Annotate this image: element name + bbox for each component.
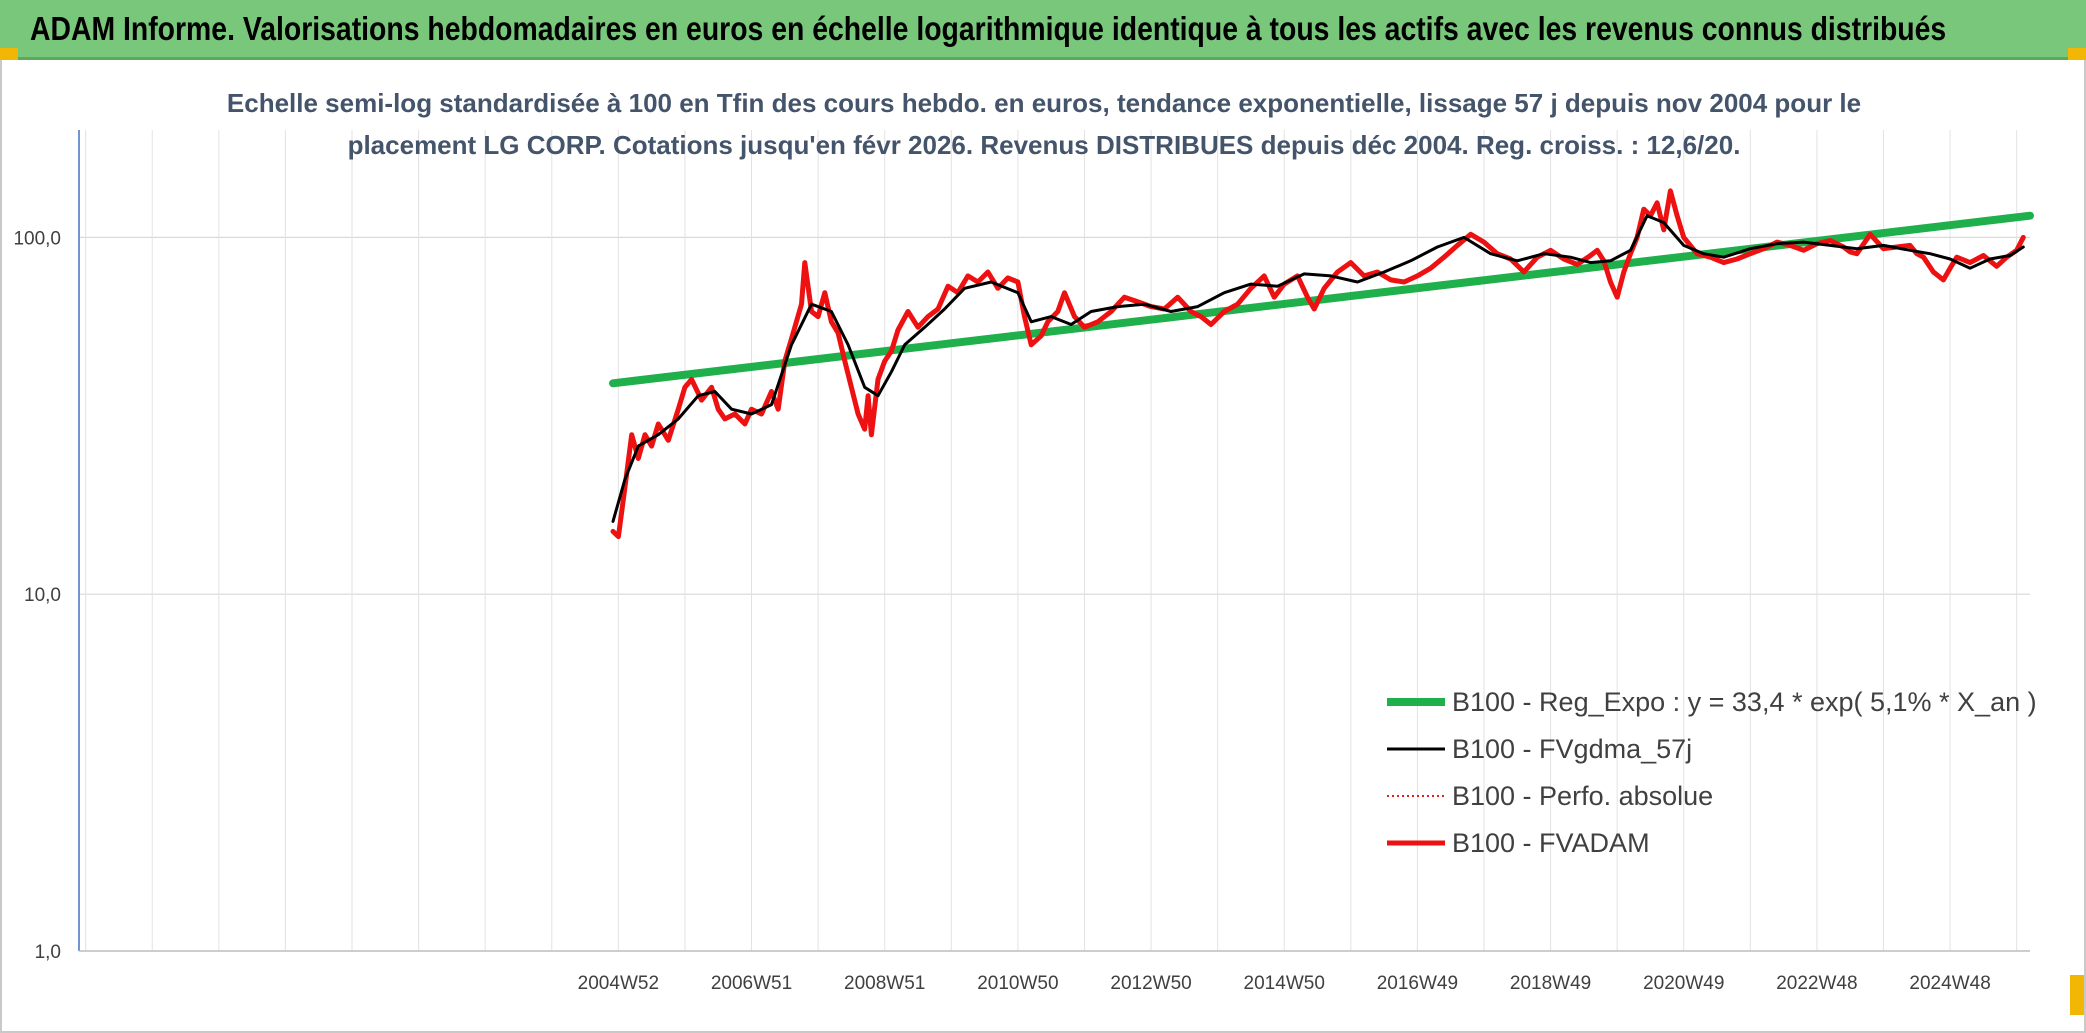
corner-mark-bottom-right xyxy=(2070,975,2086,1015)
y-tick-label: 10,0 xyxy=(24,585,61,606)
chart-grid xyxy=(78,130,2030,952)
x-tick-label: 2004W52 xyxy=(578,973,659,994)
chart-subtitle-line: Echelle semi-log standardisée à 100 en T… xyxy=(227,88,1861,118)
chart-legend: B100 - Reg_Expo : y = 33,4 * exp( 5,1% *… xyxy=(1387,687,2037,858)
x-tick-label: 2022W48 xyxy=(1776,973,1857,994)
series-line-2 xyxy=(611,214,2025,523)
x-tick-label: 2010W50 xyxy=(977,973,1058,994)
corner-mark-right xyxy=(2068,48,2086,60)
title-banner: ADAM Informe. Valorisations hebdomadaire… xyxy=(0,0,2086,60)
chart-subtitle: Echelle semi-log standardisée à 100 en T… xyxy=(227,88,1861,160)
y-tick-label: 100,0 xyxy=(13,228,61,249)
x-tick-label: 2020W49 xyxy=(1643,973,1724,994)
y-axis-ticks: 1,0 10,0 100,0 xyxy=(13,228,61,963)
x-tick-label: 2016W49 xyxy=(1377,973,1458,994)
x-axis-ticks: 2004W52 2006W51 2008W51 2010W50 2012W50 2014W… xyxy=(578,973,1991,994)
series-line-4 xyxy=(610,188,2026,540)
chart-area: Echelle semi-log standardisée à 100 en T… xyxy=(0,60,2086,1033)
corner-mark-left xyxy=(0,48,18,60)
y-tick-label: 1,0 xyxy=(35,942,61,963)
x-tick-label: 2012W50 xyxy=(1110,973,1191,994)
legend-label: B100 - FVADAM xyxy=(1452,828,1650,858)
legend-label: B100 - FVgdma_57j xyxy=(1452,734,1692,764)
line-chart: Echelle semi-log standardisée à 100 en T… xyxy=(13,88,2037,994)
chart-series xyxy=(609,188,2034,540)
x-tick-label: 2018W49 xyxy=(1510,973,1591,994)
legend-label: B100 - Reg_Expo : y = 33,4 * exp( 5,1% *… xyxy=(1452,687,2037,717)
x-tick-label: 2006W51 xyxy=(711,973,792,994)
report-title: ADAM Informe. Valorisations hebdomadaire… xyxy=(30,10,1947,47)
x-tick-label: 2014W50 xyxy=(1244,973,1325,994)
chart-subtitle-line: placement LG CORP. Cotations jusqu'en fé… xyxy=(348,130,1741,160)
x-tick-label: 2024W48 xyxy=(1909,973,1990,994)
legend-label: B100 - Perfo. absolue xyxy=(1452,781,1713,811)
x-tick-label: 2008W51 xyxy=(844,973,925,994)
